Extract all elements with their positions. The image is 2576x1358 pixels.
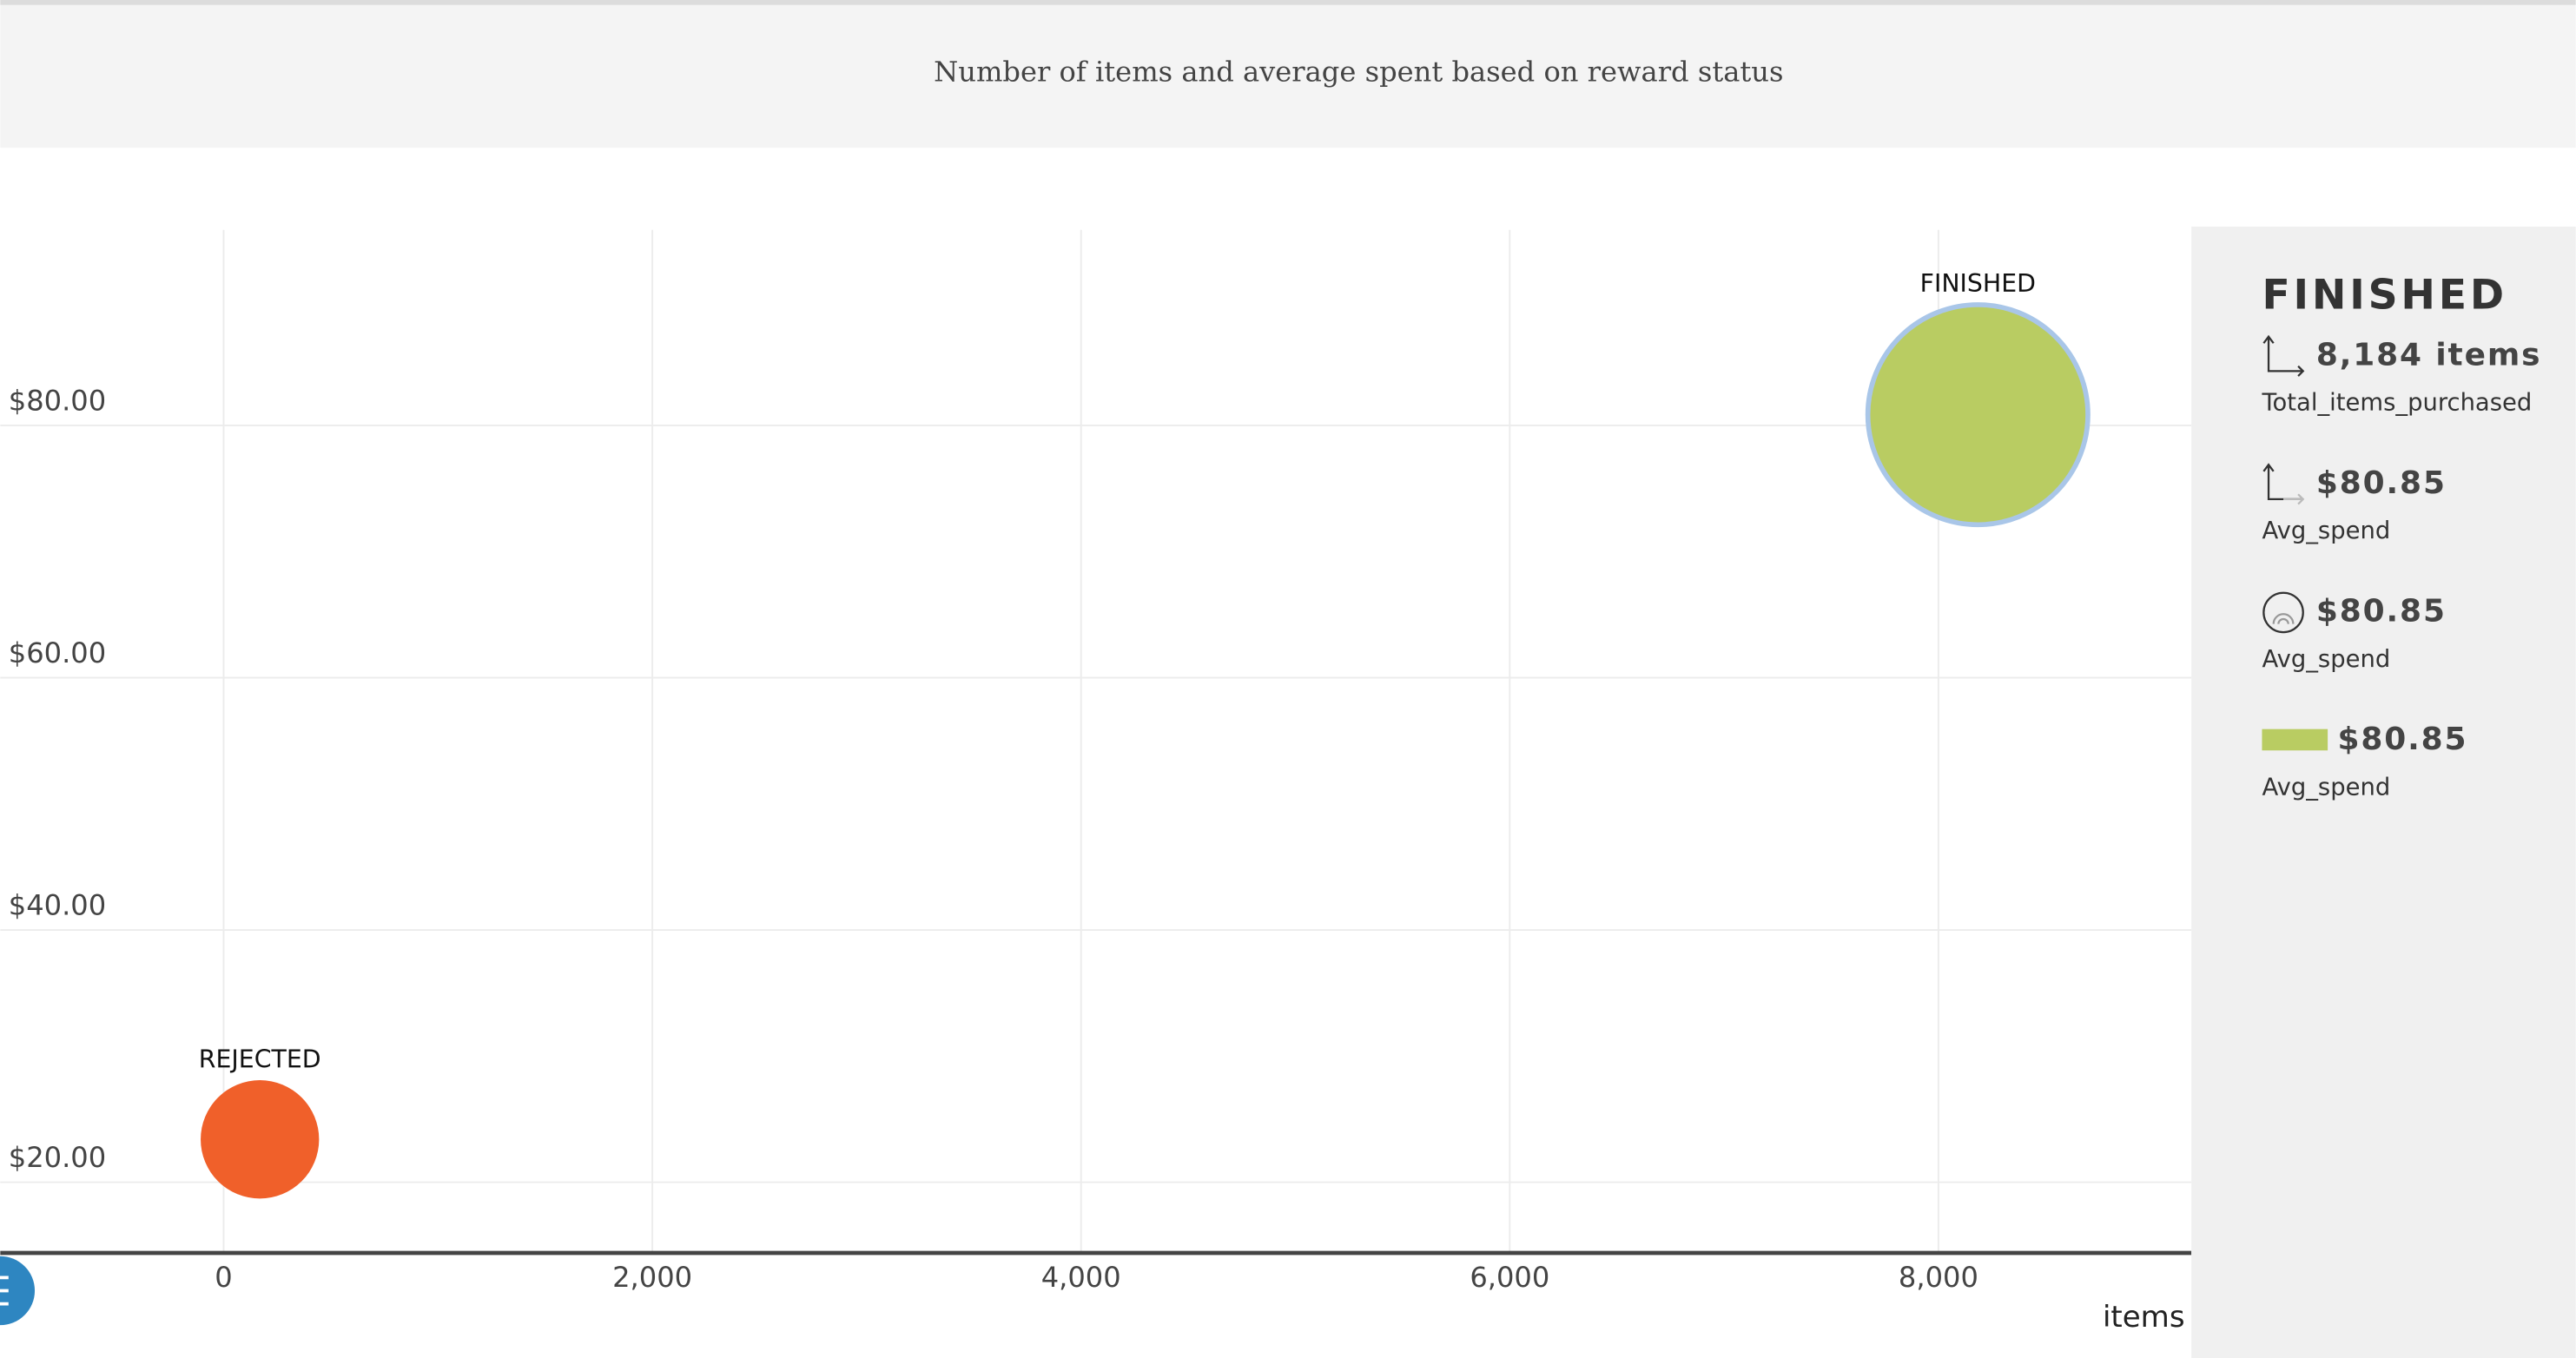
- y-tick-label: $20.00: [9, 1141, 106, 1174]
- y-tick-label: $60.00: [9, 636, 106, 669]
- detail-value: 8,184 items: [2316, 337, 2542, 372]
- detail-panel: [2191, 226, 2576, 1358]
- color-swatch: [2262, 728, 2328, 751]
- x-tick-label: 6,000: [1470, 1261, 1549, 1294]
- y-tick-label: $40.00: [9, 889, 106, 922]
- detail-value: $80.85: [2337, 722, 2467, 757]
- bubble: [1865, 302, 2091, 528]
- icon-size-inner: [2272, 613, 2295, 624]
- bubble-label: REJECTED: [199, 1045, 321, 1073]
- chart-title: Number of items and average spent based …: [934, 56, 1783, 89]
- menu-icon: [0, 1276, 9, 1306]
- plot-area: 0 2,000 4,000 6,000 8,000 $20.00 $40.00 $60.00 $…: [0, 229, 2192, 1294]
- detail-rows: 8,184 items Total_items_purchased $80.85 Av…: [2261, 337, 2542, 801]
- header-shadow: [0, 0, 2576, 5]
- bubble: [201, 1080, 320, 1199]
- detail-value: $80.85: [2316, 465, 2447, 501]
- menu-button[interactable]: [0, 1256, 36, 1326]
- detail-value: $80.85: [2316, 593, 2447, 629]
- detail-label: Avg_spend: [2262, 517, 2390, 544]
- detail-label: Avg_spend: [2262, 646, 2390, 673]
- detail-label: Avg_spend: [2262, 774, 2390, 801]
- detail-title: FINISHED: [2262, 271, 2507, 319]
- y-tick-label: $80.00: [9, 384, 106, 417]
- detail-icons: [2262, 334, 2305, 634]
- icon-xy: [2262, 334, 2305, 377]
- x-tick-label: 8,000: [1899, 1261, 1978, 1294]
- bubble-label: FINISHED: [1920, 269, 2036, 298]
- detail-label: Total_items_purchased: [2261, 390, 2532, 417]
- header: [0, 0, 2576, 148]
- x-tick-label: 0: [215, 1261, 232, 1294]
- x-axis-label: items: [2103, 1300, 2185, 1335]
- x-tick-label: 2,000: [612, 1261, 692, 1294]
- icon-y-x: [2283, 493, 2305, 505]
- x-tick-label: 4,000: [1041, 1261, 1121, 1294]
- icon-size: [2262, 591, 2304, 634]
